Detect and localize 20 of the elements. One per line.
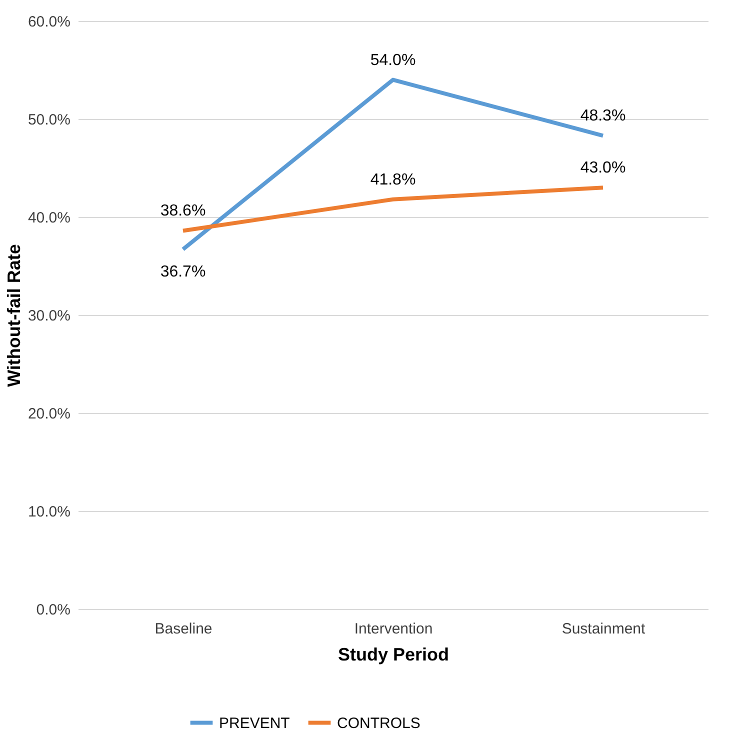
data-label: 38.6% [160, 202, 206, 220]
y-tick-label: 60.0% [28, 14, 70, 30]
y-axis-title: Without-fail Rate [4, 244, 24, 387]
data-label: 41.8% [370, 171, 416, 188]
data-label: 36.7% [160, 263, 206, 280]
data-label: 54.0% [370, 52, 416, 69]
x-tick-label: Sustainment [562, 620, 646, 638]
data-label: 48.3% [580, 108, 626, 125]
x-tick-label: Baseline [154, 620, 212, 638]
y-tick-label: 10.0% [28, 504, 70, 520]
y-tick-label: 50.0% [28, 112, 70, 128]
y-tick-label: 20.0% [28, 406, 70, 422]
y-tick-label: 0.0% [36, 602, 70, 618]
x-axis-title: Study Period [338, 644, 450, 664]
legend-label: PREVENT [219, 714, 290, 732]
y-tick-label: 40.0% [28, 210, 70, 226]
x-tick-label: Intervention [354, 620, 433, 638]
legend-label: CONTROLS [337, 714, 420, 732]
y-tick-label: 30.0% [28, 308, 70, 324]
data-label: 43.0% [580, 160, 626, 177]
